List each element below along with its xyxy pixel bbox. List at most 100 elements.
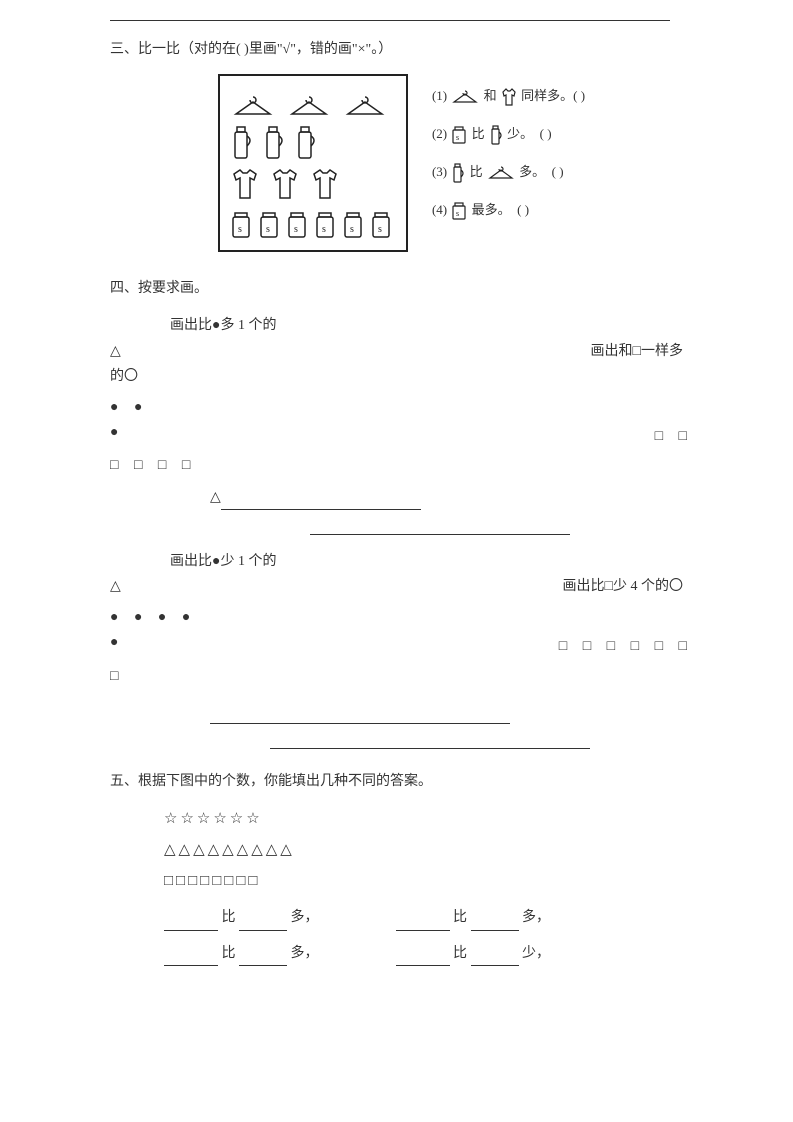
stmt-tail: 最多。 ( ) <box>472 202 529 217</box>
stmt-num: (3) <box>432 164 447 179</box>
task2-shapes-row2: ● □ □ □ □ □ □ <box>110 630 693 655</box>
jar-icon: s <box>450 201 468 221</box>
answer-line2 <box>310 510 693 535</box>
blank[interactable] <box>164 952 218 966</box>
svg-text:s: s <box>294 224 298 235</box>
task1-line2: △ 画出和□一样多 <box>110 339 693 364</box>
task1-right-tail: 的〇 <box>110 364 693 389</box>
thermos-icon <box>228 124 254 162</box>
task1-squares-right: □ □ <box>655 424 693 449</box>
jar-icon: s <box>340 210 366 240</box>
answer-triangle-line: △ <box>210 485 693 510</box>
task2-squares-extra: □ <box>110 664 693 689</box>
hanger-icon <box>486 165 516 181</box>
q3-item-grid: s s s s s s <box>218 74 408 252</box>
blank[interactable] <box>471 917 519 931</box>
word-bi: 比 <box>453 946 467 961</box>
word-bi: 比 <box>222 910 236 925</box>
thermos-icon <box>292 124 318 162</box>
blank-line[interactable] <box>210 710 510 724</box>
task1-shapes-row2: ● □ □ <box>110 420 693 445</box>
stmt-num: (4) <box>432 202 447 217</box>
word-shao: 少， <box>522 946 550 961</box>
task2-line1: 画出比●少 1 个的 <box>110 549 693 574</box>
task1-left-text: 画出比●多 1 个的 <box>170 318 276 333</box>
triangle-glyph: △ <box>110 574 121 599</box>
svg-text:s: s <box>266 224 270 235</box>
blank[interactable] <box>164 917 218 931</box>
task2-line2: △ 画出比□少 4 个的〇 <box>110 574 693 599</box>
blank-line[interactable] <box>310 521 570 535</box>
stmt-tail: 多。 ( ) <box>519 164 563 179</box>
word-duo: 多， <box>522 910 550 925</box>
word-duo: 多， <box>291 910 319 925</box>
q5-triangles: △△△△△△△△△ <box>164 837 693 864</box>
stmt-num: (1) <box>432 88 447 103</box>
thermos-icon <box>450 162 466 184</box>
filled-circle: ● <box>110 425 120 440</box>
task1-right-text: 画出和□一样多 <box>591 339 683 364</box>
q5-container: ☆☆☆☆☆☆ △△△△△△△△△ □□□□□□□□ 比 多， 比 多， 比 多，… <box>110 806 693 965</box>
thermos-icon <box>260 124 286 162</box>
task1-line1: 画出比●多 1 个的 <box>110 313 693 338</box>
shirt-icon <box>308 166 342 202</box>
triangle-glyph: △ <box>110 339 121 364</box>
svg-text:s: s <box>322 224 326 235</box>
blank[interactable] <box>396 917 450 931</box>
q3-stmt-4: (4) s 最多。 ( ) <box>432 198 585 221</box>
q5-stars: ☆☆☆☆☆☆ <box>164 806 693 833</box>
svg-text:s: s <box>456 209 459 218</box>
svg-text:s: s <box>238 224 242 235</box>
jar-icon: s <box>450 125 468 145</box>
q3-statements: (1) 和 同样多。( ) (2) s 比 少。 ( ) (3) 比 <box>432 74 585 235</box>
blank[interactable] <box>396 952 450 966</box>
q5-title: 五、根据下图中的个数，你能填出几种不同的答案。 <box>110 769 693 794</box>
q3-row-shirts <box>228 166 398 202</box>
task2-squares: □ □ □ □ □ □ <box>559 634 693 659</box>
q4-container: 画出比●多 1 个的 △ 画出和□一样多 的〇 ● ● ● □ □ □ □ □ … <box>110 313 693 749</box>
answer-line3 <box>210 699 693 724</box>
blank[interactable] <box>239 952 287 966</box>
q3-title: 三、比一比（对的在( )里画"√"，错的画"×"。） <box>110 37 693 62</box>
jar-icon: s <box>256 210 282 240</box>
hanger-icon <box>228 94 278 120</box>
stmt-num: (2) <box>432 126 447 141</box>
blank[interactable] <box>471 952 519 966</box>
jar-icon: s <box>368 210 394 240</box>
stmt-text: 比 <box>472 126 485 141</box>
blank[interactable] <box>239 917 287 931</box>
hanger-icon <box>284 94 334 120</box>
filled-circles: ● ● ● ● <box>110 610 196 625</box>
filled-circles: ● ● <box>110 400 148 415</box>
q5-fill-row1: 比 多， 比 多， <box>164 905 693 930</box>
q3-inner: s s s s s s (1) 和 同样多。( ) (2) <box>218 74 585 252</box>
stmt-text: 和 <box>484 88 497 103</box>
q3-stmt-3: (3) 比 多。 ( ) <box>432 160 585 184</box>
q3-stmt-1: (1) 和 同样多。( ) <box>432 84 585 107</box>
task2-right-text: 画出比□少 4 个的〇 <box>563 574 683 599</box>
top-border-rule <box>110 20 670 21</box>
stmt-text: 比 <box>470 164 483 179</box>
answer-line4 <box>270 724 693 749</box>
q5-squares: □□□□□□□□ <box>164 868 693 895</box>
worksheet-page: 三、比一比（对的在( )里画"√"，错的画"×"。） <box>0 0 793 1122</box>
svg-text:s: s <box>378 224 382 235</box>
task1-shapes-row: ● ● <box>110 395 693 420</box>
thermos-icon <box>488 124 504 146</box>
shirt-icon <box>500 87 518 107</box>
q4-task2: 画出比●少 1 个的 △ 画出比□少 4 个的〇 ● ● ● ● ● □ □ □… <box>110 549 693 749</box>
q3-container: s s s s s s (1) 和 同样多。( ) (2) <box>110 74 693 252</box>
q4-title: 四、按要求画。 <box>110 276 693 301</box>
shirt-icon <box>268 166 302 202</box>
word-bi: 比 <box>453 910 467 925</box>
q5-fill-row2: 比 多， 比 少， <box>164 941 693 966</box>
blank-line[interactable] <box>270 735 590 749</box>
word-bi: 比 <box>222 946 236 961</box>
stmt-tail: 少。 ( ) <box>507 126 551 141</box>
jar-icon: s <box>228 210 254 240</box>
triangle-glyph: △ <box>210 485 221 510</box>
q3-row-hangers <box>228 86 398 120</box>
blank-line[interactable] <box>221 496 421 510</box>
task2-left-text: 画出比●少 1 个的 <box>170 554 276 569</box>
jar-icon: s <box>312 210 338 240</box>
